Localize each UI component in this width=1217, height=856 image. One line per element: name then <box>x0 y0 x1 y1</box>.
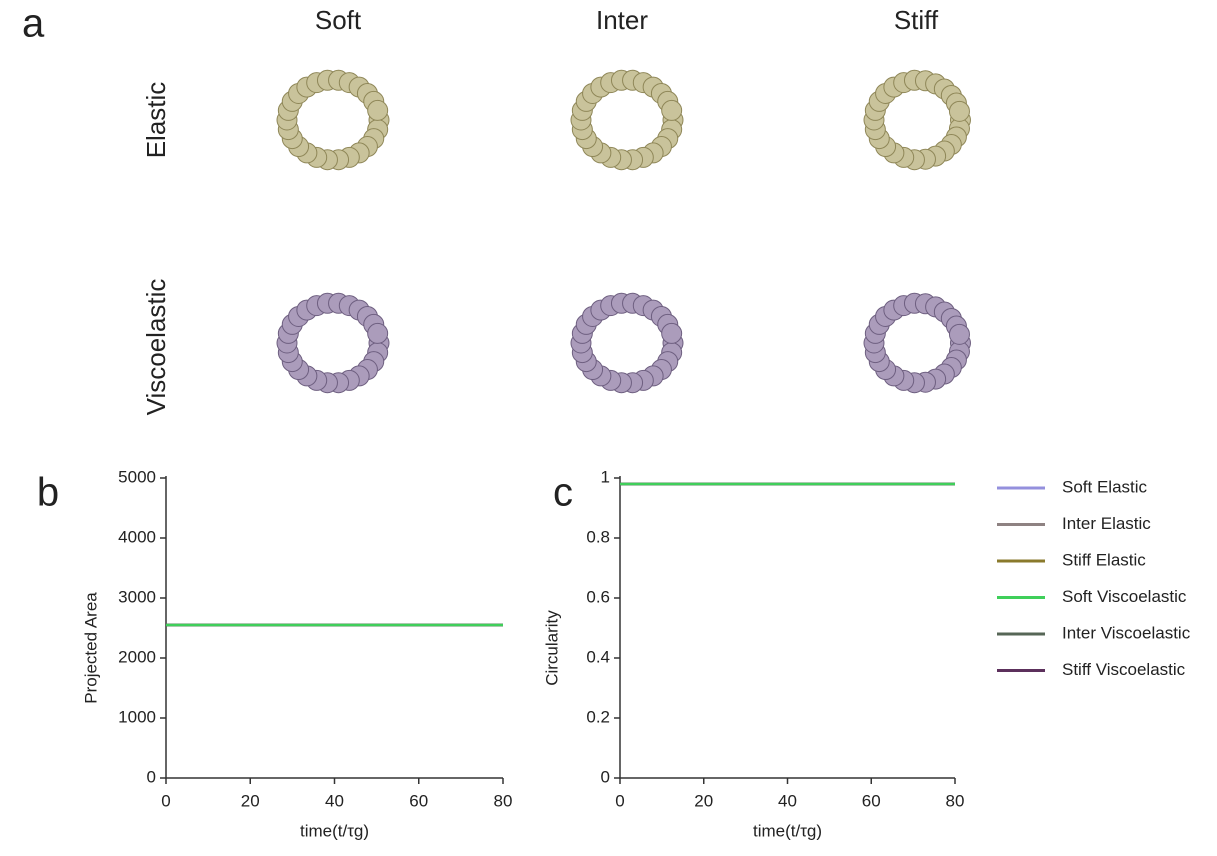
y-axis-label: Projected Area <box>81 592 100 704</box>
bead-ring <box>277 293 389 392</box>
bead <box>949 324 969 344</box>
y-tick-label: 0.4 <box>586 647 610 666</box>
bead-ring <box>571 70 683 169</box>
y-tick-label: 1 <box>601 467 610 486</box>
bead <box>662 323 682 343</box>
bead-ring <box>864 293 970 392</box>
y-tick-label: 2000 <box>118 647 156 666</box>
y-tick-label: 0.2 <box>586 707 610 726</box>
x-tick-label: 60 <box>409 791 428 810</box>
bead <box>368 323 388 343</box>
x-axis-label: time(t/τg) <box>300 821 369 840</box>
legend-label: Inter Viscoelastic <box>1062 623 1191 642</box>
bead-ring <box>571 293 683 392</box>
bead <box>949 101 969 121</box>
x-tick-label: 80 <box>494 791 513 810</box>
row-label: Elastic <box>141 82 171 159</box>
axis-line <box>166 476 503 778</box>
x-tick-label: 60 <box>862 791 881 810</box>
y-tick-label: 3000 <box>118 587 156 606</box>
cell-images <box>277 70 970 392</box>
x-tick-label: 80 <box>946 791 965 810</box>
x-tick-label: 0 <box>161 791 170 810</box>
x-axis-label: time(t/τg) <box>753 821 822 840</box>
x-tick-label: 0 <box>615 791 624 810</box>
legend-label: Stiff Elastic <box>1062 550 1146 569</box>
y-tick-label: 0.8 <box>586 527 610 546</box>
bead <box>662 100 682 120</box>
x-tick-label: 20 <box>241 791 260 810</box>
column-label: Inter <box>596 5 648 35</box>
row-label: Viscoelastic <box>141 279 171 416</box>
y-tick-label: 0.6 <box>586 587 610 606</box>
legend-label: Inter Elastic <box>1062 514 1151 533</box>
panel-label: a <box>22 2 45 46</box>
figure: a Soft Inter Stiff Elastic Viscoelastic … <box>0 0 1217 856</box>
y-tick-label: 5000 <box>118 467 156 486</box>
x-tick-label: 40 <box>325 791 344 810</box>
y-axis-label: Circularity <box>542 610 561 686</box>
legend-label: Soft Viscoelastic <box>1062 587 1187 606</box>
legend-label: Soft Elastic <box>1062 477 1148 496</box>
column-label: Soft <box>315 5 362 35</box>
y-tick-label: 0 <box>147 767 156 786</box>
panel-label: c <box>553 471 573 515</box>
y-tick-label: 1000 <box>118 707 156 726</box>
bead-ring <box>277 70 389 169</box>
bead <box>368 100 388 120</box>
bead-ring <box>864 70 970 169</box>
y-tick-label: 0 <box>601 767 610 786</box>
axis-line <box>620 476 955 778</box>
legend-label: Stiff Viscoelastic <box>1062 660 1186 679</box>
y-tick-label: 4000 <box>118 527 156 546</box>
x-tick-label: 20 <box>694 791 713 810</box>
panel-label: b <box>37 471 59 515</box>
column-label: Stiff <box>894 5 939 35</box>
x-tick-label: 40 <box>778 791 797 810</box>
